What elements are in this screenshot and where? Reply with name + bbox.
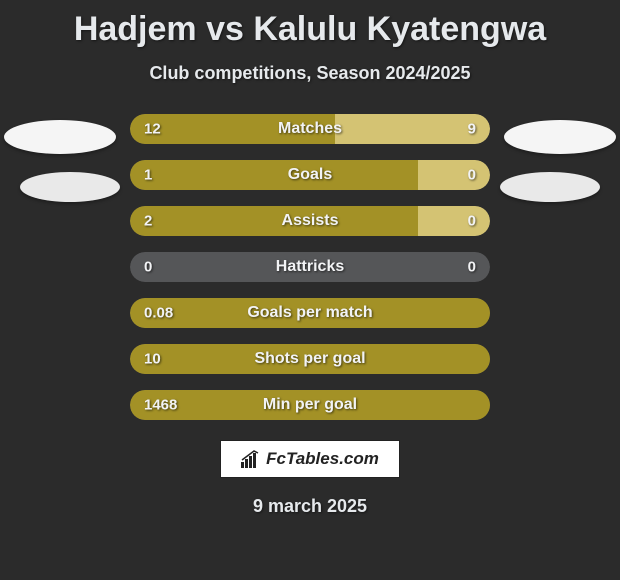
bar-label: Shots per goal: [254, 350, 365, 368]
bar-left-value: 10: [144, 351, 161, 368]
bar-left-fill: [130, 206, 418, 236]
stat-bar: Min per goal 1468: [130, 390, 490, 420]
bar-left-value: 1: [144, 167, 152, 184]
chart-icon: [241, 450, 261, 468]
bar-right-fill: [418, 160, 490, 190]
comparison-bars: Matches129Goals10Assists20Hattricks00Goa…: [0, 114, 620, 420]
player-right-avatar-1: [504, 120, 616, 154]
bar-label: Matches: [278, 120, 342, 138]
bar-right-fill: [418, 206, 490, 236]
stat-bar: Shots per goal 10: [130, 344, 490, 374]
bar-left-value: 1468: [144, 397, 177, 414]
bar-left-fill: [130, 160, 418, 190]
bar-label: Assists: [282, 212, 339, 230]
brand-badge[interactable]: FcTables.com: [220, 440, 400, 478]
stat-bar: Matches 12 9: [130, 114, 490, 144]
stat-bar: Hattricks 0 0: [130, 252, 490, 282]
bar-label: Goals: [288, 166, 332, 184]
bar-right-value: 0: [468, 167, 476, 184]
bar-left-value: 0: [144, 259, 152, 276]
bar-right-value: 0: [468, 259, 476, 276]
bar-left-value: 2: [144, 213, 152, 230]
bar-left-value: 12: [144, 121, 161, 138]
page-title: Hadjem vs Kalulu Kyatengwa: [0, 0, 620, 49]
bar-label: Hattricks: [276, 258, 344, 276]
date-label: 9 march 2025: [0, 496, 620, 517]
player-right-avatar-2: [500, 172, 600, 202]
bar-label: Goals per match: [247, 304, 372, 322]
stat-bar: Goals per match 0.08: [130, 298, 490, 328]
stat-bar: Assists 2 0: [130, 206, 490, 236]
bar-label: Min per goal: [263, 396, 357, 414]
bar-right-value: 0: [468, 213, 476, 230]
page-subtitle: Club competitions, Season 2024/2025: [0, 63, 620, 84]
brand-text: FcTables.com: [266, 449, 379, 469]
bar-right-value: 9: [468, 121, 476, 138]
stat-bar: Goals 1 0: [130, 160, 490, 190]
bar-left-value: 0.08: [144, 305, 173, 322]
player-left-avatar-2: [20, 172, 120, 202]
player-left-avatar-1: [4, 120, 116, 154]
